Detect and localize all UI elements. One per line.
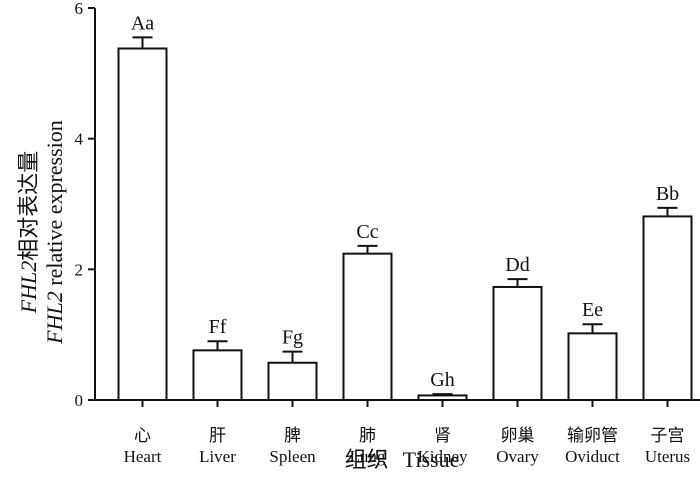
significance-label: Ee bbox=[582, 299, 603, 321]
x-tick-label-en: Oviduct bbox=[565, 447, 620, 466]
x-tick-label-cn: 子宫 bbox=[651, 426, 685, 445]
significance-label: Ff bbox=[209, 316, 227, 338]
svg-text:FHL2相对表达量: FHL2相对表达量 bbox=[16, 151, 41, 315]
svg-text:FHL2 relative expression: FHL2 relative expression bbox=[42, 120, 67, 345]
labels-layer: 0 2 4 6 Aa 心 Heart Ff 肝 Liver Fg 脾 Spleen Cc 肺 Lung Gh 肾K… bbox=[75, 0, 691, 466]
bar-lung bbox=[342, 252, 393, 401]
significance-label: Aa bbox=[131, 12, 154, 34]
y-axis-title-en: relative expression bbox=[42, 120, 67, 291]
x-tick-label-cn: 脾 bbox=[284, 426, 301, 445]
bars-layer bbox=[117, 36, 693, 402]
y-axis-title-gene: FHL2 bbox=[16, 261, 41, 315]
significance-label: Bb bbox=[656, 183, 679, 205]
x-tick-label-en: Spleen bbox=[269, 447, 316, 466]
y-tick-label: 4 bbox=[75, 130, 84, 149]
significance-label: Cc bbox=[356, 221, 378, 243]
bar-oviduct bbox=[567, 332, 618, 401]
bar-ovary bbox=[492, 285, 543, 401]
x-tick-label-en: Liver bbox=[199, 447, 236, 466]
significance-label: Fg bbox=[282, 327, 303, 349]
bar-spleen bbox=[267, 361, 318, 402]
x-tick-label-en: Ovary bbox=[496, 447, 539, 466]
x-axis-title: 组织 Tissue bbox=[345, 447, 460, 472]
y-tick-label: 0 bbox=[75, 391, 84, 410]
x-tick-label-cn: 肺 bbox=[359, 426, 376, 445]
x-tick-label-en: Heart bbox=[124, 447, 162, 466]
y-tick-label: 6 bbox=[75, 0, 84, 18]
x-tick-label-cn: 输卵管 bbox=[567, 426, 618, 445]
x-axis-title-en: Tissue bbox=[403, 447, 460, 472]
axes-layer bbox=[88, 7, 700, 407]
x-tick-label-cn: 心 bbox=[134, 426, 151, 445]
bar-liver bbox=[192, 349, 243, 402]
y-tick-label: 2 bbox=[75, 260, 84, 279]
significance-label: Dd bbox=[505, 254, 529, 276]
significance-label: Gh bbox=[430, 369, 454, 391]
x-tick-label-en: Uterus bbox=[645, 447, 690, 466]
y-axis-title: FHL2相对表达量 FHL2 relative expression bbox=[16, 120, 67, 345]
y-axis-title-gene-2: FHL2 bbox=[42, 291, 67, 345]
x-tick-label-cn: 肾 bbox=[434, 426, 451, 445]
bar-uterus bbox=[642, 215, 693, 401]
x-tick-label-en: Lung bbox=[350, 447, 386, 466]
x-tick-label-cn: 肝 bbox=[209, 426, 226, 445]
x-tick-label-cn: 卵巢 bbox=[501, 426, 535, 445]
x-tick-label-en: Kidney bbox=[417, 447, 468, 466]
bar-heart bbox=[117, 47, 168, 402]
x-axis-title-cn: 组织 bbox=[345, 447, 389, 472]
y-axis-title-cn: 相对表达量 bbox=[16, 151, 41, 261]
